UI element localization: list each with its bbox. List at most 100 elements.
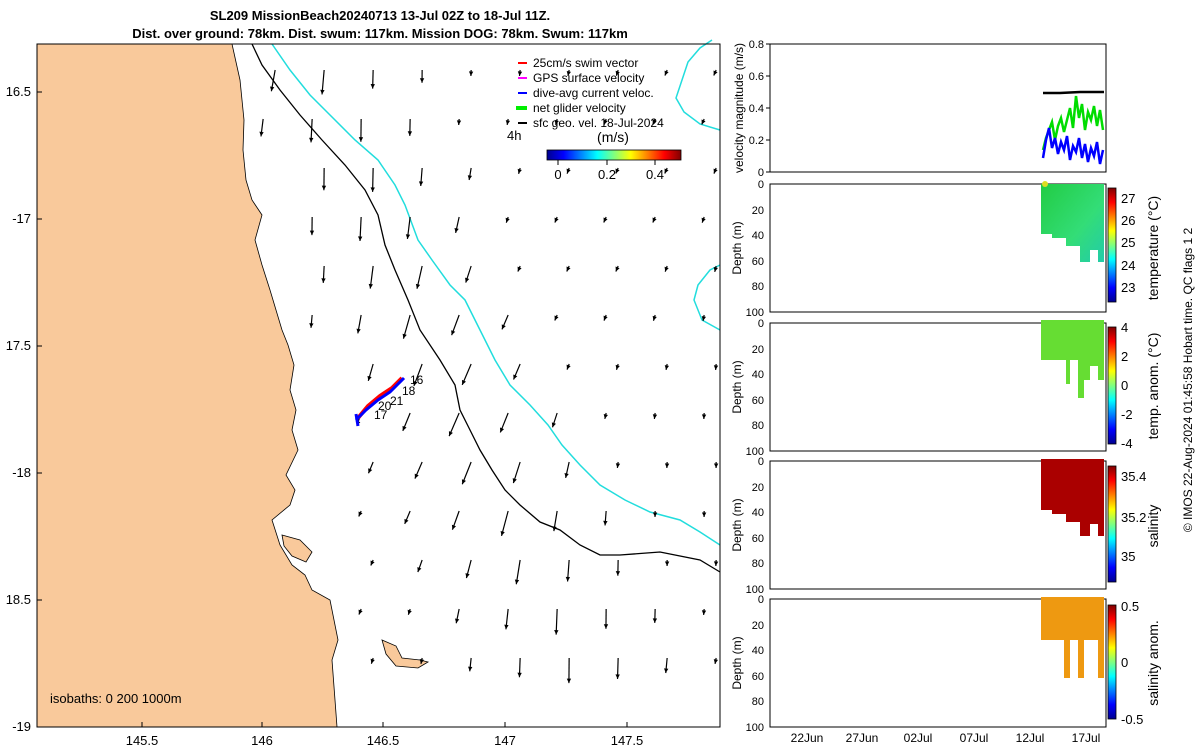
current-arrow-head bbox=[402, 425, 407, 431]
isobath-200m bbox=[251, 43, 721, 573]
colorbar-tick: 0.2 bbox=[598, 167, 616, 182]
current-arrow-head bbox=[701, 512, 707, 517]
legend-label: 25cm/s swim vector bbox=[533, 56, 638, 70]
current-arrow-head bbox=[368, 468, 373, 474]
depth-axis-label: Depth (m) bbox=[730, 636, 744, 689]
colorbar-tick: 0 bbox=[554, 167, 561, 182]
depth-tick: 20 bbox=[752, 620, 764, 632]
current-arrow-head bbox=[552, 526, 557, 532]
depth-tick: 80 bbox=[752, 420, 764, 432]
colorbar-tick: 0.5 bbox=[1121, 599, 1139, 614]
colorbar-tick: 25 bbox=[1121, 235, 1135, 250]
current-arrow-head bbox=[259, 131, 264, 137]
current-arrow-head bbox=[701, 414, 707, 419]
current-arrow-head bbox=[465, 277, 470, 283]
current-arrow-head bbox=[652, 217, 657, 223]
current-arrow-head bbox=[368, 283, 373, 289]
depth-axis-label: Depth (m) bbox=[730, 221, 744, 274]
isobath-1000m bbox=[675, 39, 721, 131]
depth-tick: 100 bbox=[746, 722, 764, 734]
current-arrow-head bbox=[603, 217, 608, 223]
depth-tick: 20 bbox=[752, 205, 764, 217]
figure-title-line1: SL209 MissionBeach20240713 13-Jul 02Z to… bbox=[209, 8, 551, 23]
depth-tick: 40 bbox=[752, 507, 764, 519]
current-arrow-head bbox=[358, 511, 363, 517]
current-arrow-head bbox=[356, 328, 361, 334]
colorbar-tick: 24 bbox=[1121, 258, 1135, 273]
colorbar-tick: 0.4 bbox=[646, 167, 664, 182]
current-vector-track bbox=[354, 413, 360, 427]
track-label: 18 bbox=[402, 384, 416, 398]
current-arrow-head bbox=[370, 187, 375, 192]
current-arrow-head bbox=[505, 217, 510, 223]
current-arrow-head bbox=[451, 330, 456, 336]
current-arrow-head bbox=[713, 561, 719, 566]
colorbar-tick: 0 bbox=[1121, 378, 1128, 393]
current-arrow-head bbox=[456, 120, 462, 125]
map-y-tick: 16.5 bbox=[6, 84, 31, 99]
current-arrow-head bbox=[615, 463, 621, 468]
map-x-tick: 147 bbox=[494, 733, 516, 748]
legend-label: GPS surface velocity bbox=[533, 71, 644, 85]
current-arrow-head bbox=[448, 431, 453, 437]
map-x-tick: 146.5 bbox=[367, 733, 400, 748]
temperature-panel: 0 20 40 60 80 100 Depth (m) 27 26 25 24 … bbox=[730, 179, 1161, 319]
velocity-y-label: velocity magnitude (m/s) bbox=[732, 43, 746, 173]
colorbar-label: temp. anom. (°C) bbox=[1145, 333, 1161, 440]
map-x-tick: 145.5 bbox=[126, 733, 159, 748]
track-label: 17 bbox=[374, 408, 388, 422]
velocity-y-tick: 0.2 bbox=[749, 135, 764, 147]
colorbar-label: salinity bbox=[1145, 505, 1161, 548]
legend-label: net glider velocity bbox=[533, 101, 626, 115]
map-y-tick: 18.5 bbox=[6, 592, 31, 607]
current-arrow-head bbox=[701, 217, 706, 223]
current-arrow-head bbox=[652, 618, 658, 623]
salinity-anomaly-panel: 0 20 40 60 80 100 Depth (m) 0.5 0 -0.5 s… bbox=[730, 594, 1161, 734]
current-arrow-head bbox=[615, 70, 620, 76]
colorbar-label: temperature (°C) bbox=[1145, 196, 1161, 300]
figure-title-line2: Dist. over ground: 78km. Dist. swum: 117… bbox=[132, 26, 628, 41]
isobath-1000m bbox=[271, 43, 721, 546]
temperature-anomaly-panel: 0 20 40 60 80 100 Depth (m) 4 2 0 -2 -4 … bbox=[730, 318, 1161, 458]
colorbar-tick: -0.5 bbox=[1121, 712, 1143, 727]
depth-tick: 40 bbox=[752, 369, 764, 381]
current-arrow-head bbox=[321, 278, 326, 283]
colorbar-label: salinity anom. bbox=[1145, 620, 1161, 706]
current-arrow-head bbox=[321, 185, 327, 191]
temperature-section bbox=[1041, 184, 1104, 262]
current-arrow-head bbox=[501, 324, 506, 330]
track-label: 20 bbox=[378, 399, 392, 413]
current-arrow-head bbox=[652, 512, 658, 517]
current-arrow-head bbox=[701, 119, 706, 125]
current-arrow-head bbox=[419, 659, 424, 664]
map-y-tick: -18 bbox=[12, 465, 31, 480]
colorbar-tick: 27 bbox=[1121, 191, 1135, 206]
current-arrow-head bbox=[564, 473, 569, 478]
depth-tick: 60 bbox=[752, 256, 764, 268]
series-sfc-geo-velocity bbox=[1043, 90, 1104, 95]
current-arrow-head bbox=[652, 414, 658, 419]
current-arrow-head bbox=[664, 168, 669, 174]
depth-tick: 100 bbox=[746, 307, 764, 319]
current-arrow-head bbox=[554, 630, 559, 635]
colorbar-tick: 35.2 bbox=[1121, 510, 1146, 525]
depth-tick: 80 bbox=[752, 281, 764, 293]
temp-anomaly-section bbox=[1041, 320, 1104, 398]
current-vector-track bbox=[354, 376, 406, 422]
current-arrow-head bbox=[701, 610, 707, 615]
depth-tick: 80 bbox=[752, 696, 764, 708]
map-frame bbox=[36, 43, 721, 728]
current-arrow-head bbox=[664, 668, 669, 674]
current-arrow-head bbox=[517, 266, 522, 272]
map-island bbox=[381, 639, 430, 669]
current-arrow-head bbox=[565, 576, 571, 582]
current-arrow-head bbox=[554, 217, 559, 223]
depth-tick: 60 bbox=[752, 671, 764, 683]
current-arrow-head bbox=[517, 168, 522, 174]
depth-tick: 60 bbox=[752, 395, 764, 407]
velocity-y-tick: 0.6 bbox=[749, 71, 764, 83]
current-arrow-head bbox=[713, 266, 718, 272]
credit-text: © IMOS 22-Aug-2024 01:45:58 Hobart time.… bbox=[1181, 227, 1195, 533]
current-vector-field bbox=[259, 69, 719, 684]
current-arrow-head bbox=[603, 413, 608, 419]
